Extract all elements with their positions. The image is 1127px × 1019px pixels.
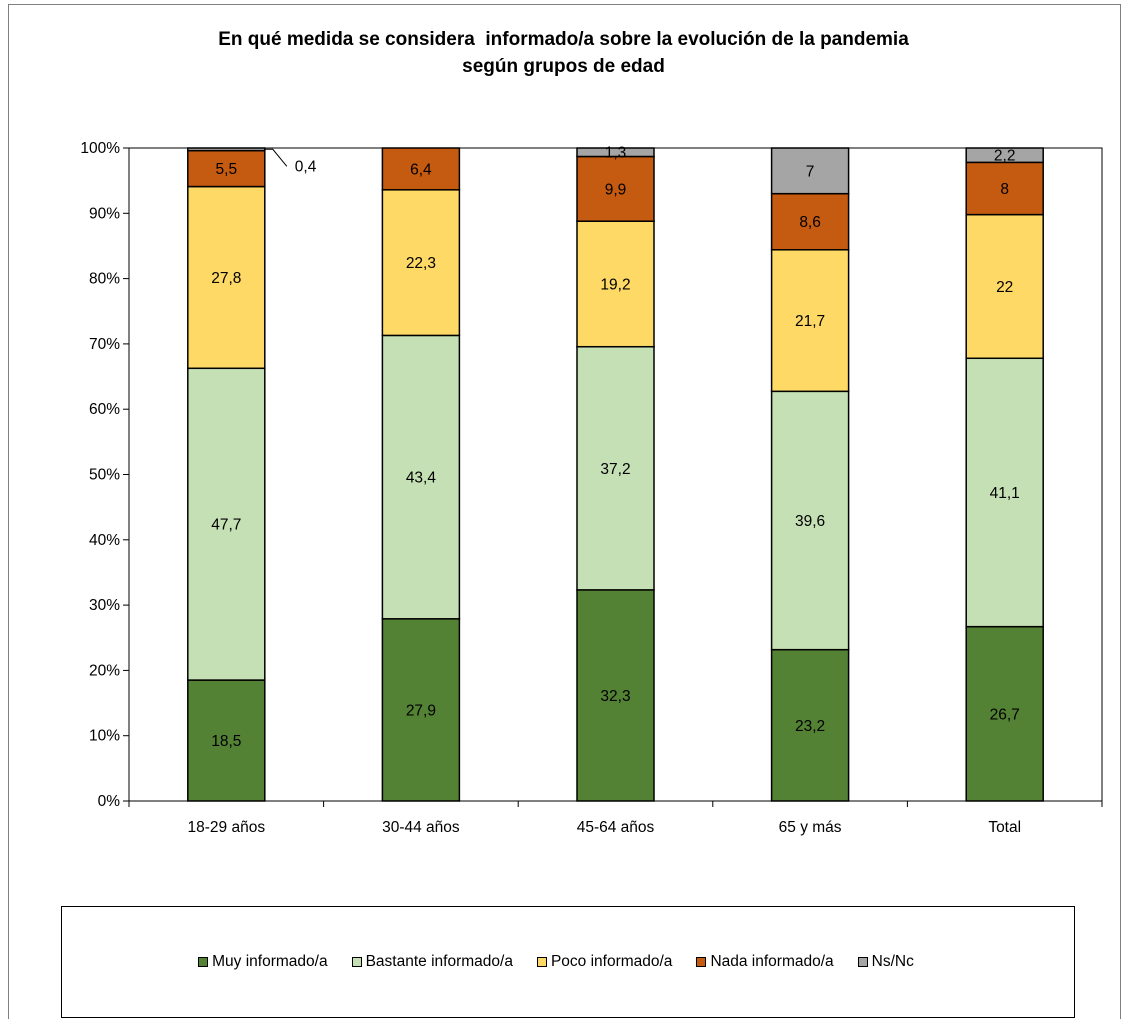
data-label: 7 xyxy=(806,163,815,180)
legend-label: Nada informado/a xyxy=(710,953,834,970)
bar-segment-bastante-informado-a xyxy=(770,390,850,651)
bar-segment-muy-informado-a xyxy=(187,679,266,802)
bar-segment-nada-informado-a xyxy=(381,147,461,191)
data-label: 41,1 xyxy=(990,485,1020,502)
x-tick-label: Total xyxy=(988,819,1021,836)
x-tick-label: 65 y más xyxy=(779,819,842,836)
data-label: 32,3 xyxy=(600,688,630,705)
legend-swatch xyxy=(696,957,707,967)
data-label: 22,3 xyxy=(406,255,436,272)
legend-item: Nada informado/a xyxy=(696,953,834,971)
legend-item: Muy informado/a xyxy=(198,953,328,971)
chart-title: En qué medida se considera informado/a s… xyxy=(0,26,1127,80)
legend: Muy informado/a Bastante informado/a Poco … xyxy=(61,906,1075,1018)
legend-label: Muy informado/a xyxy=(212,953,328,970)
data-label: 47,7 xyxy=(211,517,241,534)
data-label: 21,7 xyxy=(795,313,825,330)
bar-segment-ns-nc xyxy=(770,147,850,195)
bar-segment-muy-informado-a xyxy=(965,625,1044,802)
data-label: 8,6 xyxy=(799,214,821,231)
bar-segment-bastante-informado-a xyxy=(576,345,655,591)
data-label: 0,4 xyxy=(295,158,317,175)
data-label: 43,4 xyxy=(406,470,437,487)
data-label: 37,2 xyxy=(600,461,630,478)
data-label: 2,2 xyxy=(994,148,1016,165)
y-tick-label: 90% xyxy=(89,205,120,222)
data-label: 5,5 xyxy=(216,161,238,178)
chart-frame xyxy=(8,4,1121,1019)
data-label: 39,6 xyxy=(795,513,825,530)
y-tick-label: 0% xyxy=(98,793,121,810)
data-label: 18,5 xyxy=(211,733,241,750)
data-label: 6,4 xyxy=(410,161,432,178)
bar-segment-nada-informado-a xyxy=(965,161,1044,216)
bar-segment-muy-informado-a xyxy=(770,648,850,802)
y-tick-label: 10% xyxy=(89,728,120,745)
data-label: 1,3 xyxy=(605,145,627,162)
y-tick-label: 50% xyxy=(89,467,120,484)
bar-segment-poco-informado-a xyxy=(576,220,655,348)
y-tick-label: 70% xyxy=(89,336,120,353)
legend-item: Poco informado/a xyxy=(536,953,673,971)
y-tick-label: 100% xyxy=(80,140,120,157)
legend-swatch xyxy=(351,957,362,967)
data-label: 9,9 xyxy=(605,181,627,198)
legend-swatch xyxy=(857,957,868,967)
x-tick-label: 30-44 años xyxy=(382,819,460,836)
bar-segment-poco-informado-a xyxy=(965,213,1044,360)
y-tick-label: 40% xyxy=(89,532,120,549)
y-tick-label: 30% xyxy=(89,597,120,614)
bar-segment-bastante-informado-a xyxy=(381,334,461,620)
bar-segment-poco-informado-a xyxy=(187,185,266,370)
legend-label: Bastante informado/a xyxy=(365,953,513,970)
bar-segment-nada-informado-a xyxy=(770,192,850,251)
data-label: 8 xyxy=(1000,181,1009,198)
data-label: 22 xyxy=(996,279,1013,296)
data-label: 19,2 xyxy=(600,276,630,293)
chart-title-line-2: según grupos de edad xyxy=(462,56,665,77)
data-label: 26,7 xyxy=(990,706,1020,723)
legend-swatch xyxy=(198,957,209,967)
legend-label: Poco informado/a xyxy=(550,953,673,970)
bar-segment-bastante-informado-a xyxy=(187,367,266,681)
legend-swatch xyxy=(536,957,547,967)
y-tick-label: 80% xyxy=(89,271,120,288)
bar-segment-bastante-informado-a xyxy=(965,357,1044,628)
bar-segment-poco-informado-a xyxy=(770,249,850,393)
y-tick-label: 20% xyxy=(89,662,120,679)
x-tick-label: 45-64 años xyxy=(577,819,655,836)
data-label: 27,8 xyxy=(211,270,241,287)
bar-segment-nada-informado-a xyxy=(576,155,655,222)
data-label: 23,2 xyxy=(795,718,825,735)
bar-segment-poco-informado-a xyxy=(381,189,461,337)
x-tick-label: 18-29 años xyxy=(188,819,266,836)
data-label-leader-line xyxy=(264,148,288,167)
legend-item: Bastante informado/a xyxy=(351,953,513,971)
data-label: 27,9 xyxy=(406,702,436,719)
y-tick-label: 60% xyxy=(89,401,120,418)
legend-item: Ns/Nc xyxy=(857,953,914,971)
legend-label: Ns/Nc xyxy=(871,953,914,970)
chart-title-line-1: En qué medida se considera informado/a s… xyxy=(218,29,909,50)
